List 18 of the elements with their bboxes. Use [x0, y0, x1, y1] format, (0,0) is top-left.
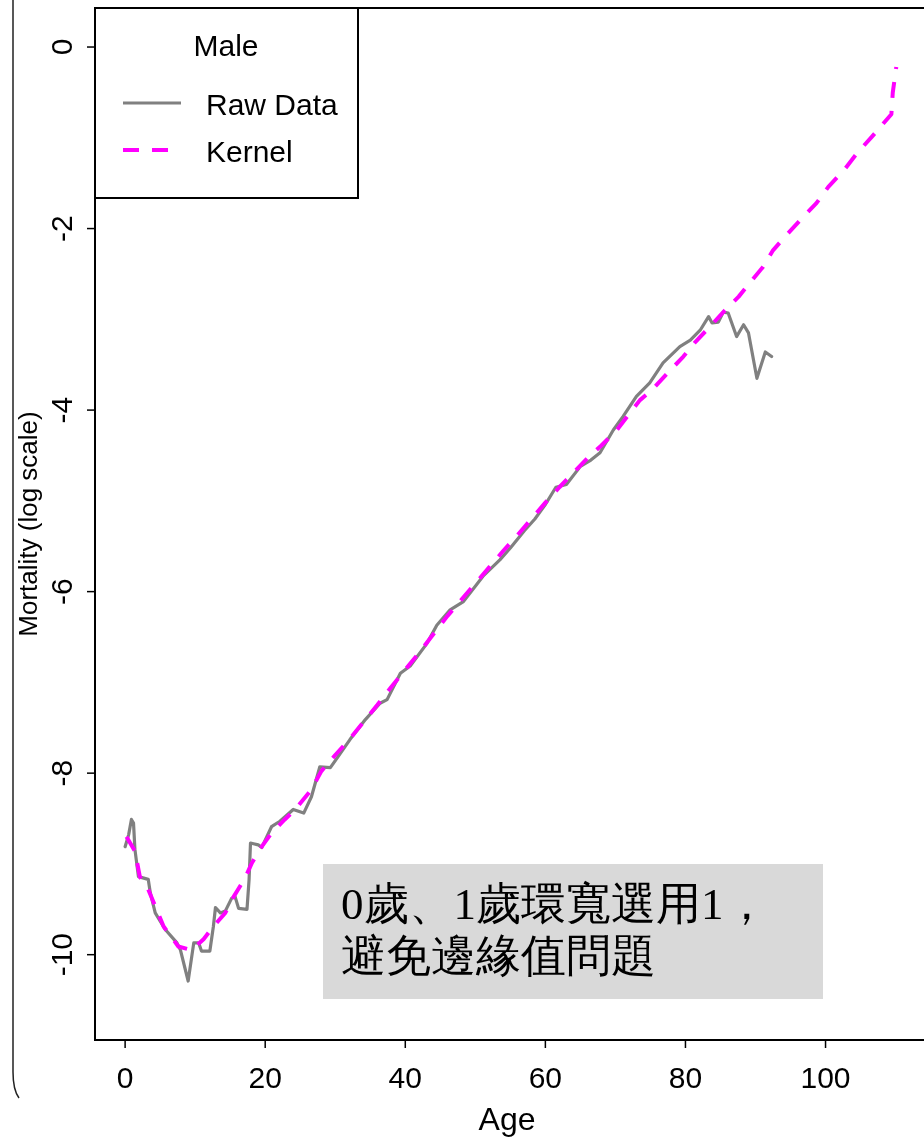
- legend-label: Kernel: [206, 135, 293, 168]
- x-tick-label: 0: [116, 1061, 134, 1094]
- x-tick-label: 100: [800, 1061, 851, 1094]
- y-tick-label: -2: [45, 215, 78, 242]
- y-tick-label: -4: [45, 396, 78, 424]
- y-tick-label: 0: [45, 38, 78, 56]
- x-tick-label: 20: [248, 1061, 282, 1094]
- y-tick-label: -10: [45, 933, 78, 977]
- annotation: 0歲、1歲環寬選用1，避免邊緣值問題: [341, 878, 770, 982]
- legend-title: Male: [193, 29, 259, 62]
- y-axis-title: Mortality (log scale): [13, 411, 43, 637]
- y-tick-label: -8: [45, 759, 78, 787]
- x-tick-label: 60: [528, 1061, 563, 1094]
- x-axis-title: Age: [478, 1101, 536, 1137]
- x-tick-label: 40: [388, 1061, 422, 1094]
- legend-label: Raw Data: [206, 88, 339, 121]
- y-tick-label: -6: [45, 578, 78, 605]
- x-tick-label: 80: [668, 1061, 703, 1094]
